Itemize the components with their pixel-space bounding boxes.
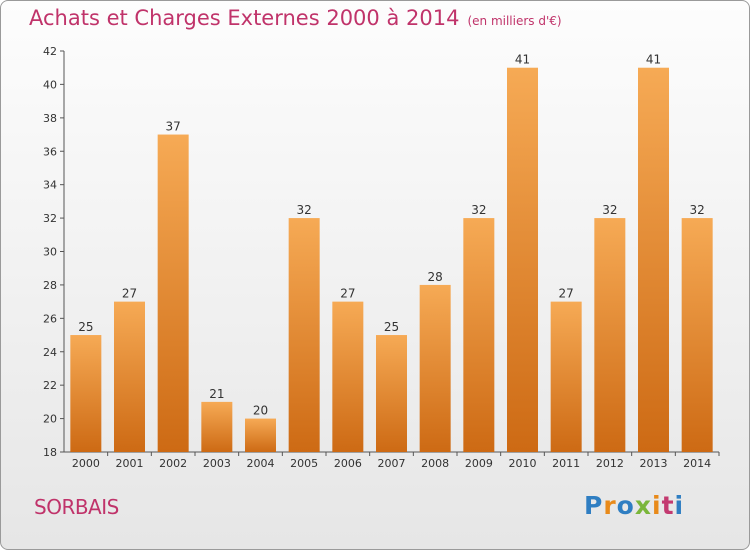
data-label: 27 [559,287,574,301]
logo-letter: i [674,491,685,520]
data-label: 32 [690,203,705,217]
y-tick-label: 24 [43,346,57,359]
bar [681,218,713,452]
y-tick-label: 36 [43,145,57,158]
data-label: 27 [122,287,137,301]
chart-subtitle: (en milliers d'€) [467,14,562,28]
bar [245,418,276,452]
bar [201,401,233,452]
y-tick-label: 40 [43,78,57,91]
logo-letter: i [652,491,662,520]
chart-bars [70,67,713,452]
x-tick-label: 2013 [640,457,668,470]
chart-title: Achats et Charges Externes 2000 à 2014 (e… [29,6,562,30]
x-tick-label: 2009 [465,457,493,470]
y-tick-label: 42 [43,45,57,58]
y-tick-label: 38 [43,112,57,125]
bar [507,67,538,452]
data-label: 25 [384,320,399,334]
x-tick-label: 2012 [596,457,624,470]
bar [419,284,451,452]
bar [114,301,145,452]
bar [70,335,102,452]
data-label: 21 [209,387,224,401]
data-label: 27 [340,287,355,301]
logo-letter: o [616,491,635,520]
y-tick-label: 32 [43,212,57,225]
x-tick-label: 2010 [509,457,537,470]
x-tick-label: 2000 [72,457,100,470]
y-tick-label: 20 [43,413,57,426]
bar [288,218,320,452]
x-tick-label: 2004 [247,457,275,470]
y-tick-label: 34 [43,179,57,192]
bar [157,134,189,452]
bar [594,218,626,452]
data-label: 41 [515,53,530,67]
logo-letter: x [634,491,652,520]
x-tick-label: 2006 [334,457,362,470]
commune-name: SORBAIS [34,495,119,519]
bar [463,218,495,452]
bar [376,335,407,452]
x-tick-label: 2007 [378,457,406,470]
x-tick-label: 2003 [203,457,231,470]
bar [638,67,669,452]
y-tick-label: 26 [43,312,57,325]
bar [550,301,582,452]
logo-letter: t [661,491,675,520]
data-label: 37 [166,120,181,134]
proxiti-logo: Proxiti [584,491,684,520]
x-tick-label: 2002 [159,457,187,470]
chart-axes: 18 20 22 24 26 28 30 32 34 36 38 40 42 2000 2001 2002 20… [43,45,720,470]
x-tick-label: 2011 [552,457,580,470]
data-label: 20 [253,404,268,418]
x-tick-label: 2008 [421,457,449,470]
data-label: 28 [428,270,443,284]
logo-letter: r [603,491,617,520]
x-tick-label: 2005 [290,457,318,470]
x-tick-label: 2014 [683,457,711,470]
data-label: 25 [78,320,93,334]
data-label: 32 [297,203,312,217]
chart-data-labels: 25 27 37 21 20 32 27 25 28 32 41 27 32 41 32 [78,53,705,418]
x-tick-label: 2001 [116,457,144,470]
y-tick-label: 30 [43,246,57,259]
data-label: 32 [471,203,486,217]
bar [332,301,364,452]
y-tick-label: 28 [43,279,57,292]
data-label: 32 [602,203,617,217]
y-tick-label: 18 [43,446,57,459]
y-tick-label: 22 [43,379,57,392]
data-label: 41 [646,53,661,67]
logo-letter: P [584,491,604,520]
chart-title-text: Achats et Charges Externes 2000 à 2014 [29,6,460,30]
